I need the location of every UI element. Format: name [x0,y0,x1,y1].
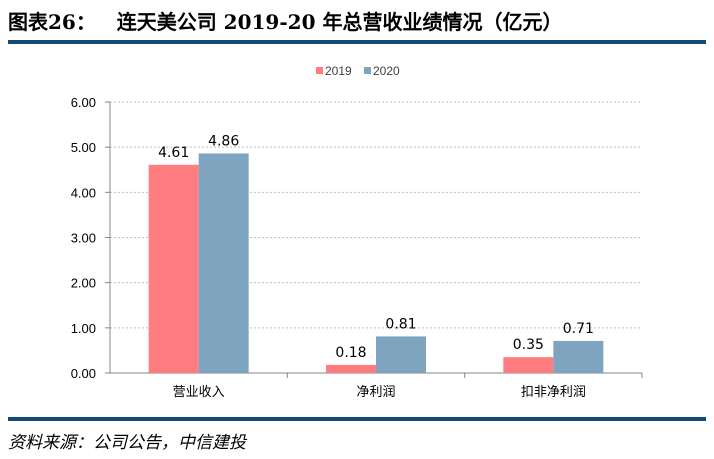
bar-2020 [376,336,426,373]
bar-2019 [326,364,376,373]
data-label: 0.18 [335,345,366,361]
source-note: 资料来源：公司公告，中信建投 [8,433,246,453]
y-tick-label: 5.00 [71,140,96,155]
legend-label: 2020 [373,64,400,78]
bar-2019 [148,164,199,373]
data-label: 4.61 [158,145,189,161]
legend-swatch-2019 [316,67,323,74]
title-divider [8,40,706,44]
x-tick-label: 营业收入 [173,385,225,400]
y-tick-label: 4.00 [71,185,96,200]
legend-label: 2019 [325,64,352,78]
y-tick-label: 1.00 [71,321,96,336]
x-tick-label: 净利润 [356,385,395,400]
bar-2020 [553,340,604,373]
data-label: 0.81 [385,316,416,332]
bar-2020 [198,153,249,373]
data-label: 0.71 [563,321,594,337]
bar-2019 [503,357,554,373]
y-tick-label: 3.00 [71,231,96,246]
data-label: 0.35 [513,337,544,353]
y-tick-label: 6.00 [71,95,96,110]
y-tick-label: 2.00 [71,276,96,291]
footer-divider [8,417,706,421]
legend-swatch-2020 [364,67,371,74]
data-label: 4.86 [208,133,239,149]
figure-title: 图表26： 连天美公司 2019-20 年总营收业绩情况（亿元） [8,10,563,34]
y-tick-label: 0.00 [71,366,96,381]
x-tick-label: 扣非净利润 [521,385,586,400]
